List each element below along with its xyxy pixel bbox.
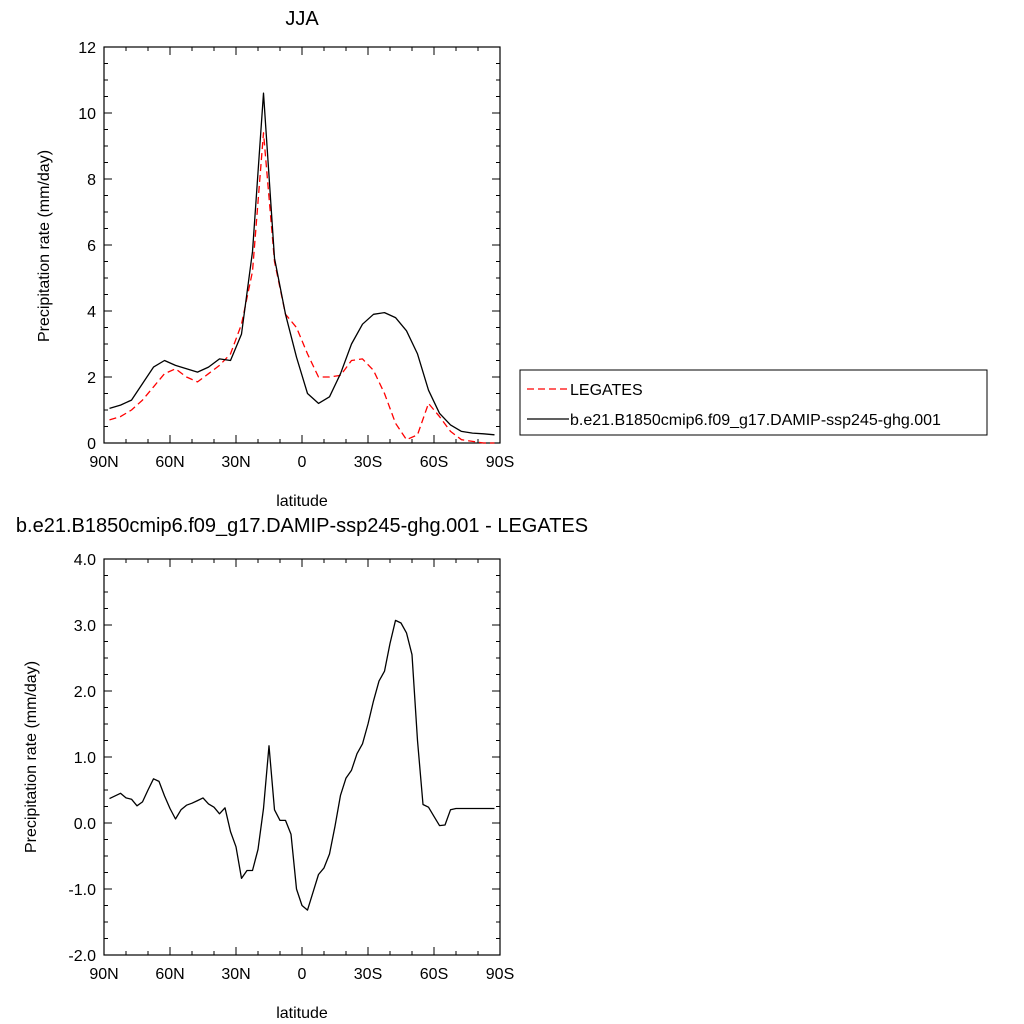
top-chart-x-axis-label: latitude — [276, 493, 328, 510]
top-chart-y-axis-label: Precipitation rate (mm/day) — [36, 150, 53, 342]
bottom-chart-y-tick-label: 2.0 — [74, 684, 96, 701]
top-chart-x-tick-label: 30N — [221, 454, 250, 471]
legend: LEGATES b.e21.B1850cmip6.f09_g17.DAMIP-s… — [519, 369, 988, 436]
bottom-chart-x-tick-label: 0 — [298, 966, 307, 983]
bottom-chart-y-tick-label: 1.0 — [74, 750, 96, 767]
bottom-chart-y-tick-label: 3.0 — [74, 618, 96, 635]
top-chart-x-tick-label: 90N — [89, 454, 118, 471]
top-chart-frame — [103, 46, 501, 444]
legend-label-model: b.e21.B1850cmip6.f09_g17.DAMIP-ssp245-gh… — [570, 412, 941, 429]
top-chart-title: JJA — [285, 8, 319, 30]
bottom-chart-y-tick-label: -1.0 — [68, 882, 96, 899]
bottom-chart-y-axis-label: Precipitation rate (mm/day) — [23, 661, 40, 853]
top-chart-series-line-b-e21-b1850cmip6-f09-g17-damip-ssp245-ghg-001 — [109, 92, 495, 436]
bottom-chart-x-tick-label: 60N — [155, 966, 184, 983]
bottom-chart-frame — [103, 558, 501, 956]
top-chart: JJA 90N 60N 30N 0 30S 60S 90S 0 2 4 6 8 10 12 latitud… — [36, 8, 514, 510]
top-chart-y-tick-label: 6 — [87, 238, 96, 255]
top-chart-series-line-legates — [109, 132, 495, 444]
bottom-chart-x-tick-label: 90S — [486, 966, 514, 983]
bottom-chart-y-tick-label: -2.0 — [68, 948, 96, 965]
top-chart-x-tick-label: 60N — [155, 454, 184, 471]
bottom-chart-x-tick-label: 60S — [420, 966, 448, 983]
legend-label-legates: LEGATES — [570, 382, 643, 399]
top-chart-plot-area: 90N 60N 30N 0 30S 60S 90S 0 2 4 6 8 10 12 — [78, 40, 514, 471]
top-chart-x-tick-label: 60S — [420, 454, 448, 471]
top-chart-x-tick-label: 90S — [486, 454, 514, 471]
top-chart-x-tick-label: 0 — [298, 454, 307, 471]
bottom-chart-y-tick-label: 0.0 — [74, 816, 96, 833]
bottom-chart-x-tick-label: 30S — [354, 966, 382, 983]
bottom-chart-series-line-0 — [109, 619, 495, 911]
top-chart-y-tick-label: 2 — [87, 370, 96, 387]
bottom-chart-x-tick-label: 30N — [221, 966, 250, 983]
bottom-chart-y-tick-label: 4.0 — [74, 552, 96, 569]
bottom-chart-x-axis-label: latitude — [276, 1005, 328, 1022]
top-chart-y-tick-label: 10 — [78, 106, 96, 123]
top-chart-y-tick-label: 0 — [87, 436, 96, 453]
top-chart-y-tick-label: 8 — [87, 172, 96, 189]
bottom-chart-title: b.e21.B1850cmip6.f09_g17.DAMIP-ssp245-gh… — [16, 515, 588, 537]
top-chart-y-tick-label: 12 — [78, 40, 96, 57]
top-chart-y-tick-label: 4 — [87, 304, 96, 321]
top-chart-x-tick-label: 30S — [354, 454, 382, 471]
bottom-chart-plot-area: 90N 60N 30N 0 30S 60S 90S -2.0 -1.0 0.0 1.0 2.0 3.0 4… — [68, 552, 514, 983]
bottom-chart: b.e21.B1850cmip6.f09_g17.DAMIP-ssp245-gh… — [16, 515, 588, 1022]
legend-box — [519, 369, 988, 436]
bottom-chart-x-tick-label: 90N — [89, 966, 118, 983]
